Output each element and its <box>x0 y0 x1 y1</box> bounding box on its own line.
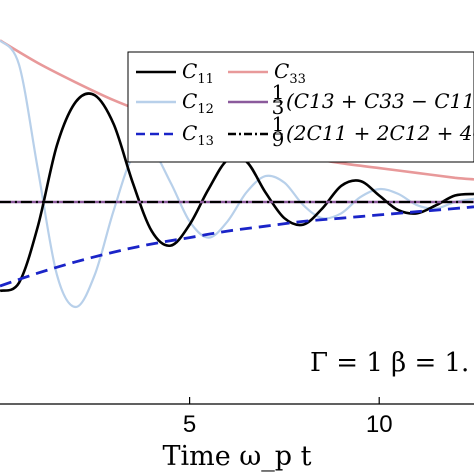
axes: 5 10 <box>0 397 474 438</box>
legend-box <box>127 51 474 163</box>
series-line-2 <box>0 39 474 309</box>
x-tick-label: 5 <box>183 411 196 438</box>
legend-fraction-num: 1 <box>272 112 285 136</box>
legend-label: C11 <box>182 59 214 87</box>
legend-fraction-den: 9 <box>272 127 285 151</box>
legend-fraction-den: 3 <box>272 95 285 119</box>
x-tick-label: 10 <box>366 411 393 438</box>
annotation-text: Γ = 1 β = 1. <box>310 348 469 378</box>
legend-label: C33 <box>274 59 306 87</box>
legend: C11 C33 C12 (C13 + C33 − C11 −13 C13 (2C11 + … <box>127 51 474 163</box>
legend-label: (C13 + C33 − C11 − <box>286 89 474 113</box>
legend-fraction-num: 1 <box>272 80 285 104</box>
legend-label: (2C11 + 2C12 + 4C <box>286 121 474 145</box>
legend-label: C13 <box>182 121 214 149</box>
x-axis-title: Time ω_p t <box>162 441 311 472</box>
series-line-4 <box>0 205 474 288</box>
legend-label: C12 <box>182 89 214 117</box>
